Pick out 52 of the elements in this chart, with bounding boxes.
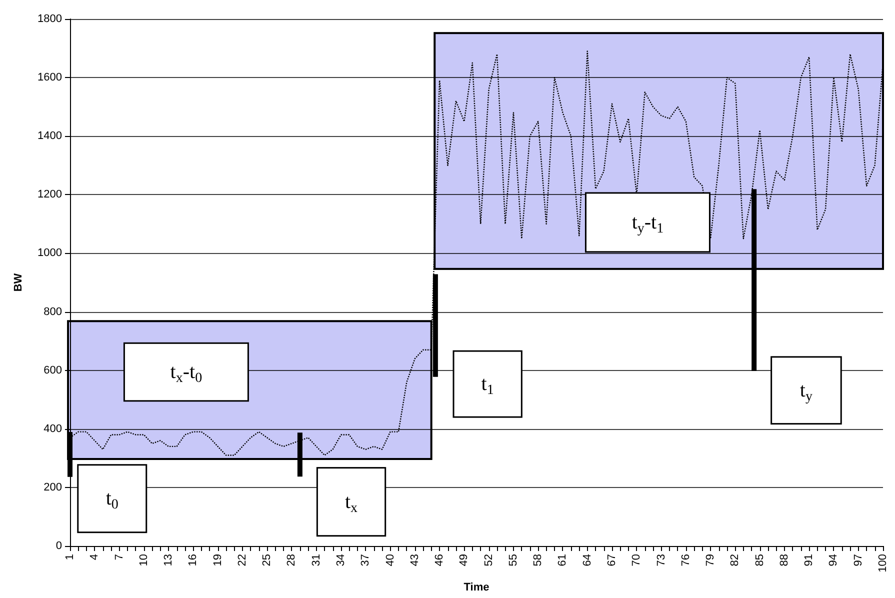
annotation: t$_{1}$ (481, 373, 494, 398)
y-tick-label: 600 (44, 364, 62, 376)
y-axis-title: BW (12, 272, 24, 292)
y-tick-label: 1800 (38, 13, 62, 25)
y-tick-label: 400 (44, 422, 62, 435)
y-tick-label: 800 (44, 306, 62, 318)
x-tick-label: 25 (261, 554, 274, 566)
x-tick-label: 61 (556, 554, 569, 566)
x-tick-label: 55 (507, 554, 520, 566)
annotation: t$_{y}$-t$_{1}$ (632, 211, 664, 236)
annotation: t$_{x}$-t$_{0}$ (170, 361, 202, 386)
y-tick-label: 1000 (38, 247, 62, 260)
x-tick-label: 58 (532, 554, 544, 566)
x-tick-label: 13 (162, 554, 175, 566)
x-tick-label: 1 (64, 554, 76, 560)
x-tick-label: 10 (138, 554, 150, 566)
annotation: t$_{0}$ (106, 488, 118, 512)
x-tick-label: 88 (778, 554, 790, 566)
y-tick-label: 200 (44, 481, 62, 494)
x-tick-label: 31 (310, 554, 322, 566)
x-tick-label: 85 (754, 554, 766, 566)
y-tick-label: 1600 (38, 72, 62, 84)
x-tick-label: 100 (877, 554, 889, 572)
x-tick-label: 94 (828, 554, 840, 566)
x-axis-title: Time (464, 582, 490, 594)
x-tick-label: 43 (408, 554, 421, 566)
annotation: t$_{x}$ (344, 490, 358, 516)
x-tick-label: 4 (88, 554, 101, 560)
x-tick-label: 91 (803, 554, 816, 566)
x-tick-label: 64 (581, 554, 594, 566)
x-tick-label: 37 (360, 554, 372, 566)
x-tick-label: 28 (286, 554, 298, 566)
y-tick-label: 1400 (38, 130, 62, 142)
x-tick-label: 82 (729, 554, 742, 566)
x-tick-label: 34 (335, 554, 347, 566)
x-tick-label: 19 (212, 554, 224, 566)
x-tick-label: 40 (384, 554, 396, 566)
x-tick-label: 46 (434, 554, 446, 566)
y-tick-label: 1200 (38, 188, 62, 201)
x-tick-label: 70 (630, 554, 643, 566)
x-tick-label: 73 (655, 554, 668, 566)
x-tick-label: 22 (236, 554, 248, 566)
annotation: t$_{y}$ (800, 379, 812, 404)
x-tick-label: 67 (606, 554, 618, 566)
x-tick-label: 7 (113, 554, 126, 560)
x-tick-label: 16 (187, 554, 200, 566)
x-tick-label: 97 (852, 554, 864, 566)
x-tick-label: 52 (482, 554, 495, 566)
x-tick-label: 76 (680, 554, 692, 566)
x-tick-label: 49 (458, 554, 470, 566)
y-tick-label: 0 (56, 540, 62, 552)
x-tick-label: 79 (704, 554, 717, 566)
